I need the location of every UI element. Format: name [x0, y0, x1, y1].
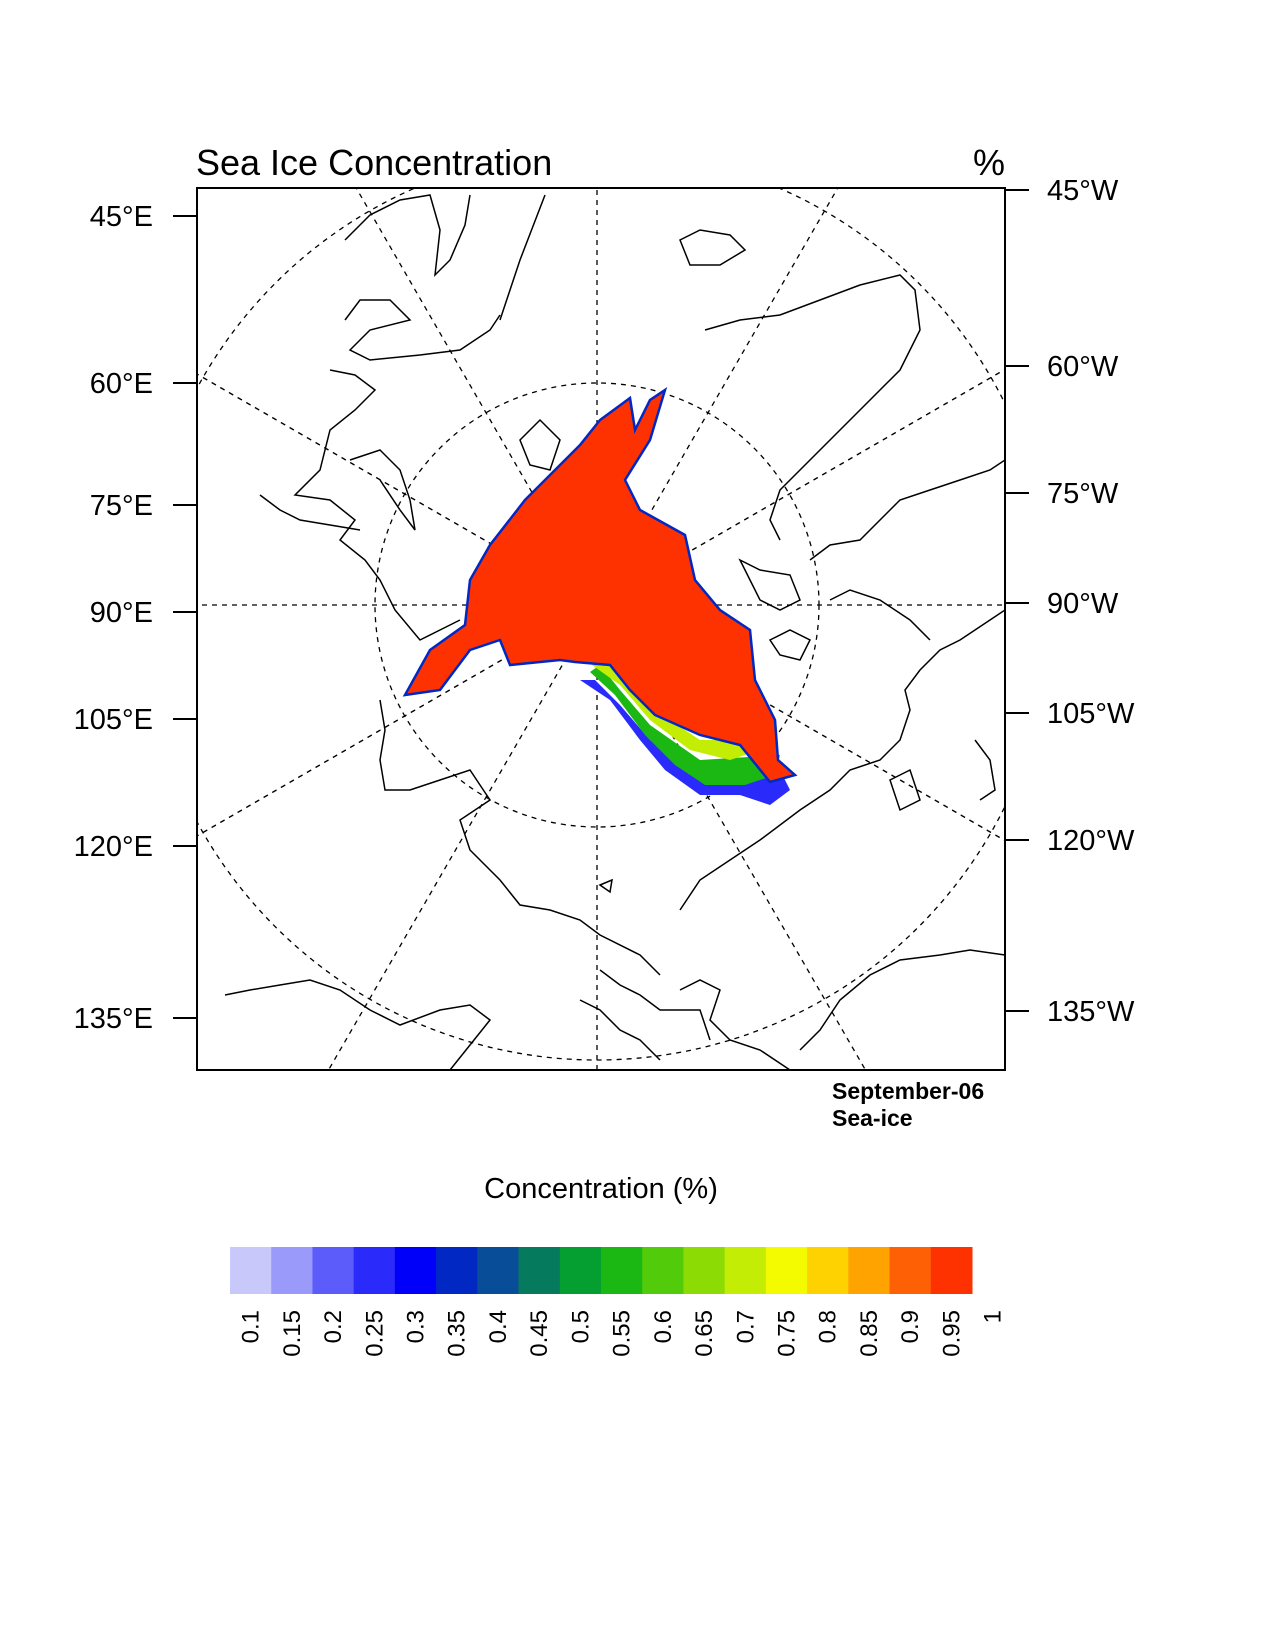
- left-tick-label: 45°E: [90, 201, 153, 233]
- colorbar-label: 1: [980, 1310, 1007, 1323]
- graticule: [197, 188, 1005, 1070]
- colorbar-swatch: [353, 1247, 396, 1294]
- colorbar-swatch: [601, 1247, 643, 1294]
- meridian-line: [197, 373, 598, 606]
- colorbar-swatch: [724, 1247, 767, 1294]
- colorbar-label: 0.1: [238, 1310, 265, 1343]
- meridian-line: [197, 604, 598, 837]
- colorbar-swatch: [889, 1247, 932, 1294]
- colorbar-label: 0.85: [856, 1310, 883, 1357]
- right-tick-label: 75°W: [1047, 478, 1119, 510]
- map-frame: [196, 187, 1006, 1071]
- colorbar-label: 0.25: [361, 1310, 388, 1357]
- colorbar-label: 0.45: [526, 1310, 553, 1357]
- right-tick-label: 90°W: [1047, 588, 1119, 620]
- colorbar: 0.1 0.15 0.2 0.25 0.3 0.35 0.4 0.45 0.5 0.55 0.6 0.…: [230, 1247, 1007, 1357]
- colorbar-label: 0.6: [650, 1310, 677, 1343]
- colorbar-label: 0.4: [485, 1310, 512, 1343]
- sea-ice-concentration-field: [402, 387, 798, 805]
- colorbar-label: 0.35: [444, 1310, 471, 1357]
- units-label: %: [973, 142, 1005, 183]
- colorbar-swatch: [271, 1247, 313, 1294]
- colorbar-label: 0.2: [320, 1310, 347, 1343]
- left-tick-label: 75°E: [90, 490, 153, 522]
- meridian-line: [596, 368, 1005, 606]
- colorbar-swatch: [683, 1247, 726, 1294]
- left-tick-label: 135°E: [74, 1003, 153, 1035]
- colorbar-label: 0.5: [567, 1310, 594, 1343]
- colorbar-swatch: [436, 1247, 478, 1294]
- colorbar-label: 0.95: [938, 1310, 965, 1357]
- colorbar-swatch: [312, 1247, 355, 1294]
- right-tick-label: 135°W: [1047, 996, 1135, 1028]
- right-tick-label: 45°W: [1047, 175, 1119, 207]
- colorbar-swatch: [518, 1247, 561, 1294]
- colorbar-label: 0.7: [732, 1310, 759, 1343]
- left-tick-label: 60°E: [90, 368, 153, 400]
- right-tick-label: 105°W: [1047, 698, 1135, 730]
- colorbar-label: 0.8: [815, 1310, 842, 1343]
- left-lon-ticks: 45°E 60°E 75°E 90°E 105°E 120°E 135°E: [74, 201, 197, 1035]
- coastlines: [224, 194, 1005, 1070]
- right-lon-ticks: 45°W 60°W 75°W 90°W 105°W 120°W 135°W: [1005, 175, 1135, 1028]
- colorbar-swatch: [230, 1247, 272, 1294]
- colorbar-label: 0.9: [897, 1310, 924, 1343]
- colorbar-swatch: [477, 1247, 520, 1294]
- annotation-variable: Sea-ice: [832, 1105, 913, 1131]
- meridian-line: [327, 604, 598, 1070]
- ice-core: [402, 387, 798, 784]
- colorbar-swatch: [807, 1247, 849, 1294]
- colorbar-title: Concentration (%): [484, 1173, 718, 1205]
- meridian-line: [355, 188, 598, 606]
- left-tick-label: 120°E: [74, 831, 153, 863]
- left-tick-label: 105°E: [74, 704, 153, 736]
- map-area: [197, 188, 1005, 1070]
- colorbar-swatch: [642, 1247, 684, 1294]
- plot-title: Sea Ice Concentration: [196, 142, 552, 183]
- annotation-date: September-06: [832, 1078, 984, 1104]
- colorbar-swatch: [848, 1247, 891, 1294]
- colorbar-swatch: [394, 1247, 437, 1294]
- meridian-line: [596, 188, 839, 606]
- colorbar-swatch: [765, 1247, 808, 1294]
- colorbar-label: 0.3: [403, 1310, 430, 1343]
- colorbar-label: 0.15: [279, 1310, 306, 1357]
- colorbar-label: 0.55: [609, 1310, 636, 1357]
- right-tick-label: 60°W: [1047, 351, 1119, 383]
- colorbar-label: 0.75: [774, 1310, 801, 1357]
- colorbar-swatch: [559, 1247, 602, 1294]
- colorbar-label: 0.65: [691, 1310, 718, 1357]
- right-tick-label: 120°W: [1047, 825, 1135, 857]
- colorbar-swatch: [930, 1247, 973, 1294]
- left-tick-label: 90°E: [90, 597, 153, 629]
